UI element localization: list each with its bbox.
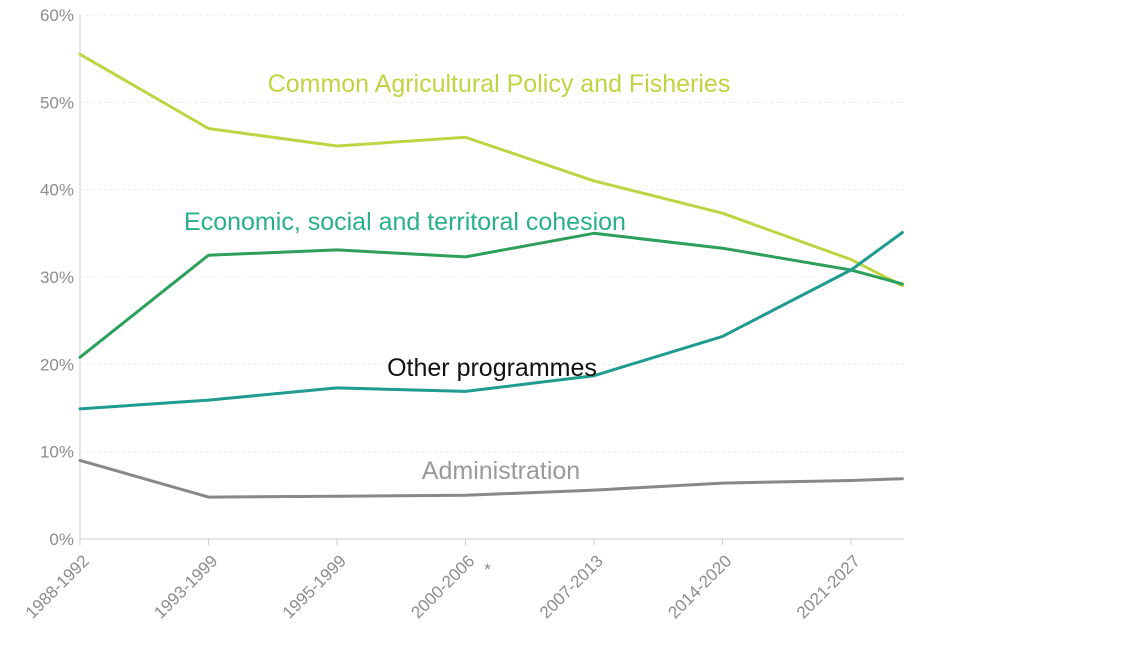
series-line bbox=[78, 231, 904, 359]
x-tick-label: 2007-2013 bbox=[536, 551, 607, 622]
series-line bbox=[78, 458, 904, 499]
x-tick-footnote: * bbox=[484, 560, 491, 579]
series-label: Administration bbox=[422, 457, 580, 485]
x-tick-label: 1988-1992 bbox=[22, 551, 93, 622]
y-tick-label: 30% bbox=[40, 268, 74, 287]
series-line bbox=[78, 231, 904, 411]
y-tick-label: 10% bbox=[40, 443, 74, 462]
x-tick-label: 2014-2020 bbox=[664, 551, 735, 622]
series-lines bbox=[78, 52, 904, 499]
axes bbox=[79, 15, 904, 545]
tick-labels: 0% 10% 20% 30% 40% 50% 60% 1988-1992 1993-1999 19… bbox=[22, 6, 864, 622]
gridlines bbox=[80, 14, 904, 453]
y-tick-label: 50% bbox=[40, 93, 74, 112]
x-tick-label: 2021-2027 bbox=[793, 551, 864, 622]
x-tick-label: 1993-1999 bbox=[150, 551, 221, 622]
series-labels: Common Agricultural Policy and Fisheries… bbox=[184, 70, 730, 485]
y-tick-label: 40% bbox=[40, 181, 74, 200]
series-label: Common Agricultural Policy and Fisheries bbox=[268, 70, 731, 98]
series-label: Economic, social and territoral cohesion bbox=[184, 208, 626, 236]
series-label: Other programmes bbox=[387, 354, 597, 382]
series-line bbox=[78, 52, 904, 288]
x-tick-label: 2000-2006 bbox=[407, 551, 478, 622]
x-tick-label: 1995-1999 bbox=[279, 551, 350, 622]
y-tick-label: 20% bbox=[40, 355, 74, 374]
y-tick-label: 60% bbox=[40, 6, 74, 25]
y-tick-label: 0% bbox=[49, 530, 74, 549]
